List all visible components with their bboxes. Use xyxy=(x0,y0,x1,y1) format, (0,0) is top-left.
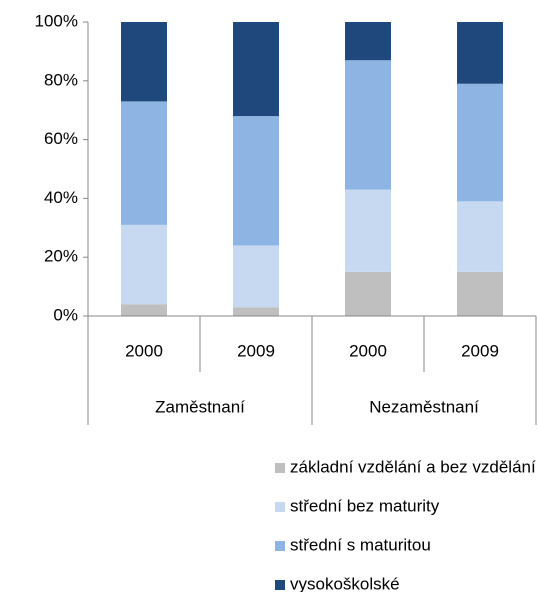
legend-label: vysokoškolské xyxy=(290,574,400,592)
legend-swatch xyxy=(275,541,285,551)
y-tick-label: 0% xyxy=(53,305,78,324)
bar-segment xyxy=(457,271,503,316)
bar-segment xyxy=(345,22,391,61)
y-tick-label: 80% xyxy=(44,70,78,89)
bar-segment xyxy=(121,304,167,316)
x-tick-label: 2000 xyxy=(349,341,387,360)
bar-segment xyxy=(121,224,167,305)
x-tick-label: 2009 xyxy=(461,341,499,360)
y-tick-label: 100% xyxy=(35,11,78,30)
bar-segment xyxy=(121,101,167,225)
bar-segment xyxy=(345,189,391,272)
legend-swatch xyxy=(275,463,285,473)
y-tick-label: 60% xyxy=(44,129,78,148)
group-label: Nezaměstnaní xyxy=(369,397,479,416)
bar-segment xyxy=(457,201,503,272)
bar-segment xyxy=(345,60,391,190)
bar-segment xyxy=(233,22,279,117)
bar-segment xyxy=(121,22,167,102)
legend-swatch xyxy=(275,580,285,590)
bar-segment xyxy=(233,245,279,308)
bar-segment xyxy=(233,307,279,316)
bar-segment xyxy=(345,271,391,316)
legend-swatch xyxy=(275,502,285,512)
bar-segment xyxy=(457,22,503,84)
group-label: Zaměstnaní xyxy=(155,397,245,416)
x-tick-label: 2009 xyxy=(237,341,275,360)
bar-segment xyxy=(233,116,279,246)
x-tick-label: 2000 xyxy=(125,341,163,360)
legend-label: střední s maturitou xyxy=(290,535,431,554)
bar-segment xyxy=(457,83,503,202)
y-tick-label: 40% xyxy=(44,188,78,207)
y-tick-label: 20% xyxy=(44,247,78,266)
legend-label: střední bez maturity xyxy=(290,496,440,515)
legend-label: základní vzdělání a bez vzdělání xyxy=(290,457,536,476)
